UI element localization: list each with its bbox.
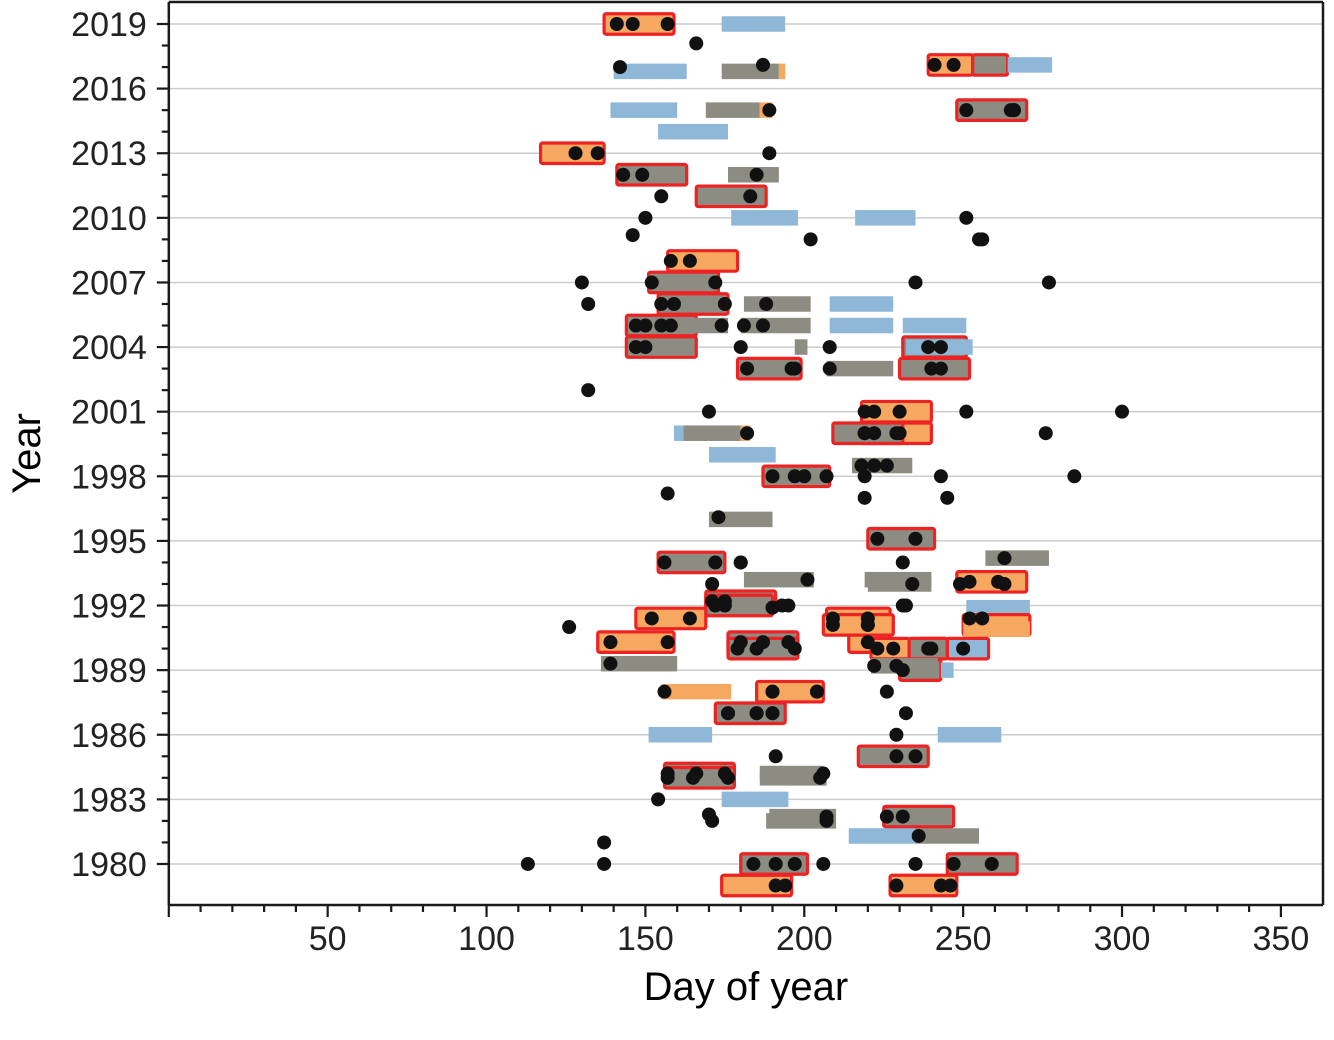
svg-text:1995: 1995 [71, 523, 147, 561]
svg-text:100: 100 [458, 920, 515, 958]
svg-text:200: 200 [776, 920, 833, 958]
svg-text:2013: 2013 [71, 135, 147, 173]
svg-text:1980: 1980 [71, 846, 147, 884]
svg-text:2001: 2001 [71, 394, 147, 432]
svg-text:2007: 2007 [71, 264, 147, 302]
svg-text:1986: 1986 [71, 717, 147, 755]
svg-text:150: 150 [617, 920, 674, 958]
svg-text:Year: Year [5, 413, 49, 494]
svg-text:2004: 2004 [71, 329, 147, 367]
svg-text:2016: 2016 [71, 71, 147, 109]
svg-text:300: 300 [1094, 920, 1151, 958]
svg-text:2010: 2010 [71, 200, 147, 238]
svg-text:350: 350 [1253, 920, 1310, 958]
svg-text:Day of year: Day of year [644, 965, 849, 1009]
svg-text:50: 50 [309, 920, 347, 958]
svg-text:1992: 1992 [71, 588, 147, 626]
svg-text:1989: 1989 [71, 652, 147, 690]
svg-text:1998: 1998 [71, 458, 147, 496]
svg-text:2019: 2019 [71, 6, 147, 44]
svg-text:250: 250 [935, 920, 992, 958]
svg-text:1983: 1983 [71, 781, 147, 819]
